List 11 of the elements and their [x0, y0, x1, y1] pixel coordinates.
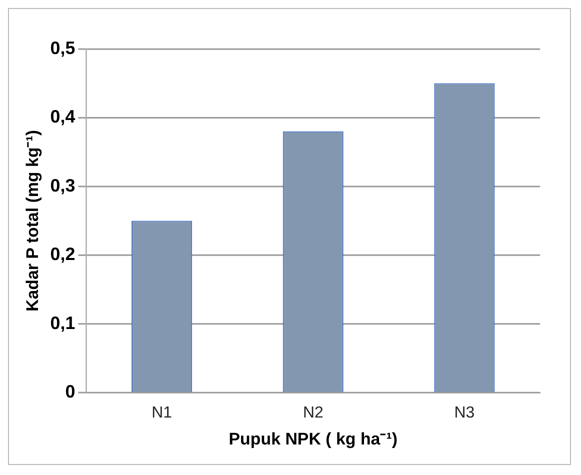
y-axis-title: Kadar P total (mg kg⁻¹)	[22, 130, 42, 312]
x-tick-label: N1	[152, 404, 172, 422]
y-tick-label: 0,3	[50, 175, 76, 196]
x-tick-label: N2	[302, 404, 324, 422]
y-tick-label: 0,5	[50, 38, 76, 58]
x-axis-title: Pupuk NPK ( kg ha⁻¹)	[228, 430, 398, 449]
x-tick-label: N3	[454, 404, 475, 422]
y-tick-label: 0,2	[50, 244, 76, 264]
y-tick-label: 0	[65, 382, 76, 402]
y-tick-label: 0,4	[50, 106, 76, 127]
y-tick-label: 0,1	[50, 312, 76, 333]
